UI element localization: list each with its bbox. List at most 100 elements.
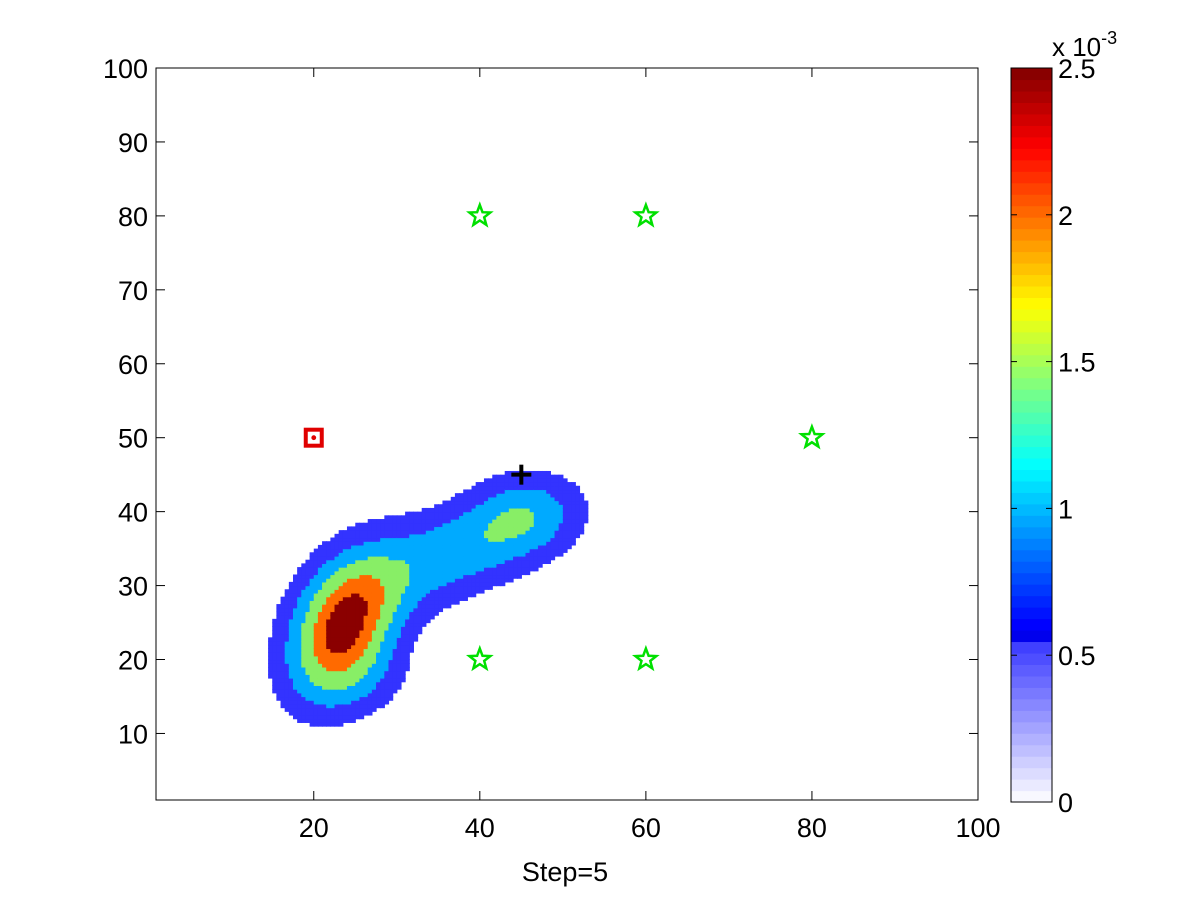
density-cell	[388, 541, 394, 546]
density-cell	[579, 522, 585, 528]
density-cell	[334, 626, 340, 631]
density-cell	[288, 663, 294, 668]
density-cell	[280, 629, 286, 635]
density-cell	[409, 533, 414, 539]
density-cell	[558, 500, 564, 505]
density-cell	[309, 718, 315, 723]
density-cell	[346, 552, 352, 557]
density-cell	[396, 666, 402, 672]
density-cell	[421, 511, 427, 516]
density-cell	[359, 700, 365, 705]
density-cell	[483, 522, 489, 528]
density-cell	[380, 600, 385, 605]
density-cell	[351, 585, 356, 590]
density-cell	[550, 493, 556, 498]
density-cell	[409, 604, 414, 609]
density-cell	[558, 533, 564, 539]
density-cell	[346, 711, 352, 716]
density-cell	[388, 530, 394, 535]
density-cell	[521, 570, 527, 576]
density-cell	[288, 592, 294, 598]
density-cell	[508, 578, 514, 583]
density-cell	[351, 533, 356, 539]
density-cell	[392, 615, 398, 620]
density-cell	[317, 585, 323, 590]
density-cell	[542, 559, 547, 564]
density-cell	[317, 607, 323, 613]
density-cell	[309, 648, 315, 653]
density-cell	[317, 659, 323, 664]
density-cell	[405, 548, 410, 553]
density-cell	[367, 685, 373, 690]
density-cell	[338, 604, 344, 609]
density-cell	[334, 544, 340, 550]
density-cell	[326, 681, 331, 686]
density-cell	[317, 700, 323, 705]
density-cell	[376, 589, 381, 594]
density-cell	[376, 618, 381, 624]
density-cell	[301, 574, 307, 579]
density-cell	[272, 670, 277, 675]
density-cell	[446, 563, 452, 568]
density-cell	[338, 652, 344, 657]
density-cell	[309, 578, 315, 583]
density-cell	[471, 493, 477, 498]
density-cell	[392, 526, 398, 531]
density-cell	[467, 493, 473, 498]
density-cell	[471, 489, 477, 494]
density-cell	[425, 533, 431, 539]
density-cell	[392, 567, 398, 572]
density-cell	[384, 626, 390, 631]
density-cell	[396, 548, 402, 553]
density-cell	[537, 552, 543, 557]
density-cell	[475, 526, 481, 531]
density-cell	[388, 681, 394, 686]
density-cell	[313, 703, 319, 709]
density-cell	[371, 556, 377, 561]
density-cell	[309, 626, 315, 631]
density-cell	[293, 622, 298, 627]
density-cell	[442, 526, 448, 531]
density-cell	[317, 652, 323, 657]
density-cell	[434, 530, 439, 535]
density-cell	[496, 578, 502, 583]
density-cell	[537, 496, 543, 502]
density-cell	[326, 674, 331, 679]
density-cell	[363, 578, 369, 583]
density-cell	[508, 567, 514, 572]
density-cell	[346, 563, 352, 568]
density-cell	[280, 615, 286, 620]
density-cell	[380, 629, 385, 635]
density-cell	[471, 507, 477, 513]
colorbar-strip	[1011, 572, 1052, 585]
density-cell	[272, 689, 277, 694]
density-cell	[479, 541, 485, 546]
density-cell	[342, 718, 348, 723]
density-cell	[355, 666, 361, 672]
density-cell	[384, 600, 390, 605]
density-cell	[571, 530, 576, 535]
density-cell	[508, 496, 514, 502]
density-cell	[355, 681, 361, 686]
density-cell	[475, 500, 481, 505]
density-cell	[305, 718, 311, 723]
density-cell	[417, 611, 423, 616]
density-cell	[409, 578, 414, 583]
density-cell	[438, 563, 444, 568]
density-cell	[301, 629, 307, 635]
density-cell	[405, 604, 410, 609]
density-cell	[276, 611, 282, 616]
density-cell	[496, 559, 502, 564]
density-cell	[392, 611, 398, 616]
density-cell	[504, 563, 510, 568]
density-cell	[351, 718, 356, 723]
density-cell	[272, 678, 277, 683]
density-cell	[334, 567, 340, 572]
density-cell	[571, 507, 576, 513]
density-cell	[500, 474, 506, 479]
density-cell	[376, 567, 381, 572]
density-cell	[301, 570, 307, 576]
density-cell	[508, 507, 514, 513]
density-cell	[355, 585, 361, 590]
density-cell	[571, 500, 576, 505]
